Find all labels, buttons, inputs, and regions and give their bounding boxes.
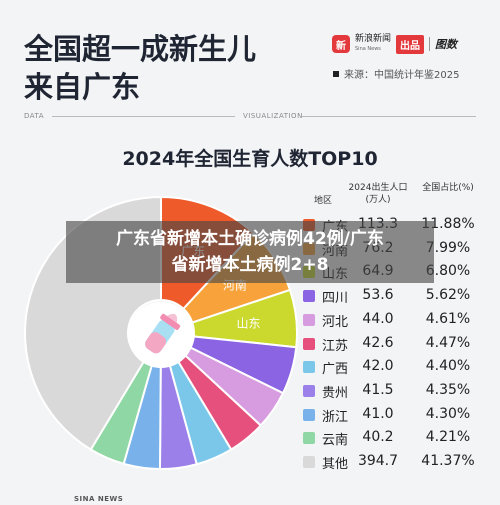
share-value: 11.88% — [421, 216, 475, 232]
table-row: 四川 53.6 5.62% — [303, 284, 483, 308]
share-value: 41.37% — [421, 453, 475, 469]
births-value: 44.0 — [362, 310, 394, 327]
legend-swatch — [303, 313, 315, 326]
overlay-line2: 省新增本土病例2+8 — [171, 255, 329, 275]
share-value: 4.35% — [425, 381, 471, 398]
label-data: DATA — [24, 112, 45, 120]
legend-swatch — [303, 290, 315, 303]
footer-label: SINA NEWS — [74, 495, 124, 503]
column-header-share: 全国占比(%) — [422, 183, 474, 193]
region-name: 河北 — [322, 314, 349, 330]
share-value: 4.47% — [425, 334, 471, 351]
baby-bottle-icon — [128, 302, 194, 368]
births-value: 53.6 — [362, 287, 394, 304]
region-name: 江苏 — [322, 338, 349, 354]
table-row: 云南 40.2 4.21% — [303, 426, 483, 450]
region-name: 广西 — [322, 362, 349, 378]
legend-swatch — [303, 361, 315, 374]
births-value: 41.5 — [362, 381, 394, 398]
source-square-icon — [333, 70, 339, 77]
region-name: 浙江 — [322, 409, 349, 425]
region-name: 四川 — [322, 291, 349, 307]
legend-swatch — [303, 408, 315, 421]
brand-bar: 新 新浪新闻 Sina News 出品 图数 — [332, 33, 484, 55]
table-row: 浙江 41.0 4.30% — [303, 403, 483, 427]
brand-name-text: 新浪新闻 — [355, 34, 392, 44]
births-value: 40.2 — [362, 429, 394, 446]
brand-divider — [429, 37, 431, 51]
legend-swatch — [303, 337, 315, 350]
share-value: 4.30% — [425, 405, 471, 422]
news-overlay-banner — [66, 221, 434, 283]
source-text: 来源：中国统计年鉴2025 — [344, 70, 460, 81]
table-row: 河北 44.0 4.61% — [303, 308, 483, 332]
divider-rule — [52, 116, 235, 117]
headline-line2: 来自广东 — [24, 70, 141, 104]
region-name: 贵州 — [322, 385, 349, 401]
share-value: 4.61% — [425, 310, 471, 327]
share-value: 4.21% — [425, 429, 471, 446]
births-value: 42.0 — [362, 358, 394, 375]
partner-logo: 图数 — [435, 38, 458, 51]
chart-title: 2024年全国生育人数TOP10 — [122, 148, 378, 170]
legend-swatch — [303, 456, 315, 468]
share-value: 7.99% — [425, 239, 471, 256]
slice-label: 山东 — [236, 316, 260, 330]
table-row: 广西 42.0 4.40% — [303, 355, 483, 379]
column-header-region: 地区 — [313, 196, 332, 206]
brand-name: 新浪新闻 Sina News — [355, 34, 391, 54]
region-name: 其他 — [322, 457, 349, 472]
share-value: 6.80% — [425, 263, 471, 280]
share-value: 5.62% — [425, 287, 471, 304]
headline: 全国超一成新生儿 来自广东 — [24, 30, 256, 106]
news-overlay-text: 广东省新增本土确诊病例42例/广东 省新增本土病例2+8 — [66, 226, 434, 278]
share-value: 4.40% — [425, 358, 471, 375]
headline-line1: 全国超一成新生儿 — [24, 32, 257, 66]
births-value: 394.7 — [357, 453, 399, 469]
legend-swatch — [303, 432, 315, 445]
brand-tag: 出品 — [396, 34, 425, 54]
births-value: 42.6 — [362, 334, 394, 351]
table-row: 江苏 42.6 4.47% — [303, 332, 483, 356]
brand-sub: Sina News — [355, 46, 381, 52]
table-row: 贵州 41.5 4.35% — [303, 379, 483, 403]
sina-logo-icon: 新 — [332, 35, 350, 53]
table-row: 其他 394.7 41.37% — [303, 450, 483, 474]
births-value: 41.0 — [362, 405, 394, 422]
source-note: 来源：中国统计年鉴2025 — [333, 66, 459, 81]
column-header-births: 2024出生人口(万人) — [348, 183, 408, 205]
overlay-line1: 广东省新增本土确诊病例42例/广东 — [116, 229, 384, 249]
label-visualization: VISUALIZATION — [243, 112, 303, 120]
divider-rule-right — [302, 116, 476, 117]
region-name: 云南 — [322, 433, 349, 449]
legend-swatch — [303, 384, 315, 397]
